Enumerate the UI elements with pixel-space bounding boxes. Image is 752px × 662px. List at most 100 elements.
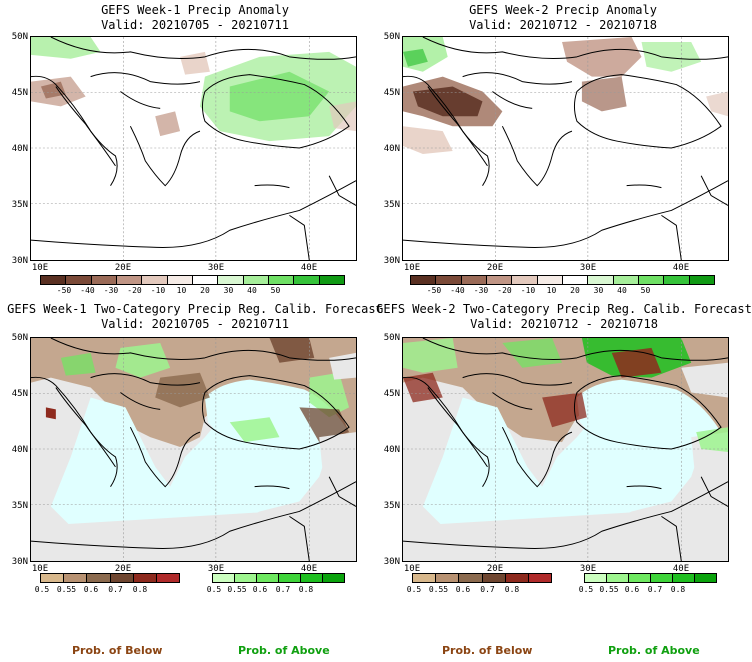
panel-4-above-colorbar xyxy=(584,573,717,583)
footer-prob-below-left: Prob. of Below xyxy=(72,644,163,657)
panel-2-title-line2: Valid: 20210712 - 20210718 xyxy=(469,18,657,32)
panel-1-anomaly-colorbar-swatch xyxy=(142,276,168,284)
panel-1-anomaly-colorbar-swatch xyxy=(294,276,320,284)
panel-2-gridlines xyxy=(403,37,728,260)
colorbar-tick-label: -10 xyxy=(150,286,166,295)
panel-3-lat-35n: 35N xyxy=(11,501,28,511)
panel-1-title-line2: Valid: 20210705 - 20210711 xyxy=(101,18,289,32)
colorbar-tick-label: -30 xyxy=(473,286,489,295)
panel-3-coastlines xyxy=(31,338,356,561)
panel-3-above-colorbar-swatch xyxy=(235,574,257,582)
colorbar-tick-label: -20 xyxy=(497,286,512,295)
panel-2-coastlines xyxy=(403,37,728,260)
panel-4-lon-40e: 40E xyxy=(672,564,690,574)
panel-3-above-colorbar-swatch xyxy=(213,574,235,582)
panel-1-anomaly-colorbar-swatch xyxy=(319,276,344,284)
panel-1-anomaly-colorbar-swatch xyxy=(243,276,269,284)
panel-2-lat-45n: 45N xyxy=(383,88,400,98)
colorbar-tick-label: 40 xyxy=(617,286,627,295)
panel-3-lon-30e: 30E xyxy=(207,564,225,574)
panel-1-gridlines xyxy=(31,37,356,260)
panel-3-gridlines xyxy=(31,338,356,561)
panel-2-anomaly-colorbar-swatch xyxy=(638,276,665,284)
panel-3-above-colorbar-swatch xyxy=(301,574,323,582)
panel-3-below-colorbar-swatch xyxy=(133,574,157,582)
panel-4-probability-shading xyxy=(403,338,728,561)
panel-3-lat-40n: 40N xyxy=(11,445,28,455)
panel-4-title: GEFS Week-2 Two-Category Precip Reg. Cal… xyxy=(376,302,752,332)
panel-4-title-line1: GEFS Week-2 Two-Category Precip Reg. Cal… xyxy=(376,302,752,316)
panel-3-above-colorbar-swatch xyxy=(323,574,344,582)
panel-2-anomaly-colorbar-swatch xyxy=(689,276,714,284)
panel-4-lat-45n: 45N xyxy=(383,389,400,399)
panel-2-anomaly-colorbar-swatch xyxy=(613,276,639,284)
colorbar-tick-label: 20 xyxy=(570,286,580,295)
colorbar-tick-label: 50 xyxy=(270,286,281,295)
panel-3-lat-30n: 30N xyxy=(11,557,28,567)
panel-2-anomaly-colorbar-swatch xyxy=(588,276,614,284)
panel-3-map xyxy=(30,337,357,562)
panel-2-anomaly-colorbar-swatch xyxy=(461,276,487,284)
panel-1-anomaly-shading xyxy=(31,37,356,142)
colorbar-tick-label: 0.7 xyxy=(108,585,123,594)
panel-1-lat-50n: 50N xyxy=(11,32,28,42)
colorbar-tick-label: 0.6 xyxy=(252,585,268,594)
colorbar-tick-label: -20 xyxy=(127,286,142,295)
colorbar-tick-label: 0.6 xyxy=(624,585,640,594)
colorbar-tick-label: -50 xyxy=(426,286,442,295)
panel-1-map-svg xyxy=(31,37,356,260)
panel-3-below-colorbar-swatch xyxy=(156,574,180,582)
colorbar-tick-label: 0.6 xyxy=(83,585,99,594)
panel-4-coastlines xyxy=(403,338,728,561)
footer-prob-above-right: Prob. of Above xyxy=(608,644,700,657)
panel-4-below-colorbar-swatch xyxy=(436,574,460,582)
colorbar-tick-label: -40 xyxy=(80,286,95,295)
colorbar-tick-label: 0.5 xyxy=(34,585,50,594)
panel-2-anomaly-colorbar xyxy=(410,275,715,285)
colorbar-tick-label: -30 xyxy=(103,286,119,295)
panel-4-lat-30n: 30N xyxy=(383,557,400,567)
panel-2-lat-35n: 35N xyxy=(383,200,400,210)
panel-3-lon-40e: 40E xyxy=(300,564,318,574)
colorbar-tick-label: 0.7 xyxy=(647,585,663,594)
colorbar-tick-label: 0.5 xyxy=(206,585,222,594)
panel-2-lat-40n: 40N xyxy=(383,144,400,154)
colorbar-tick-label: 30 xyxy=(593,286,604,295)
panel-1-anomaly-colorbar-swatch xyxy=(41,276,67,284)
panel-1-lat-45n: 45N xyxy=(11,88,28,98)
colorbar-tick-label: 0.8 xyxy=(670,585,686,594)
panel-1-lon-20e: 20E xyxy=(114,263,132,273)
colorbar-tick-label: 40 xyxy=(247,286,257,295)
panel-1-coastlines xyxy=(31,37,356,260)
footer-prob-above-left: Prob. of Above xyxy=(238,644,330,657)
panel-3-lon-20e: 20E xyxy=(114,564,132,574)
colorbar-tick-label: 0.55 xyxy=(428,585,449,594)
colorbar-tick-label: 0.55 xyxy=(56,585,77,594)
colorbar-tick-label: 0.5 xyxy=(578,585,594,594)
panel-1-title: GEFS Week-1 Precip Anomaly Valid: 202107… xyxy=(30,3,360,33)
panel-2-lon-30e: 30E xyxy=(579,263,597,273)
colorbar-tick-label: 20 xyxy=(200,286,210,295)
panel-1-anomaly-colorbar-swatch xyxy=(268,276,295,284)
panel-1-lon-30e: 30E xyxy=(207,263,225,273)
panel-3-above-colorbar-swatch xyxy=(257,574,279,582)
panel-4-below-colorbar-swatch xyxy=(413,574,437,582)
panel-3-below-colorbar-swatch xyxy=(110,574,134,582)
panel-4-above-colorbar-swatch xyxy=(673,574,695,582)
panel-4-below-colorbar-swatch xyxy=(459,574,483,582)
panel-3-title: GEFS Week-1 Two-Category Precip Reg. Cal… xyxy=(0,302,390,332)
panel-1-anomaly-colorbar xyxy=(40,275,345,285)
colorbar-tick-label: 0.55 xyxy=(599,585,619,594)
panel-4-below-colorbar-swatch xyxy=(482,574,506,582)
panel-2-lon-20e: 20E xyxy=(486,263,504,273)
colorbar-tick-label: 0.8 xyxy=(132,585,148,594)
panel-2-lat-50n: 50N xyxy=(383,32,400,42)
panel-2-anomaly-colorbar-swatch xyxy=(436,276,462,284)
panel-1-lat-30n: 30N xyxy=(11,256,28,266)
panel-1-lat-40n: 40N xyxy=(11,144,28,154)
panel-4-above-colorbar-swatch xyxy=(585,574,607,582)
panel-2-map xyxy=(402,36,729,261)
panel-3-above-colorbar xyxy=(212,573,345,583)
panel-2-anomaly-colorbar-swatch xyxy=(562,276,589,284)
panel-1-anomaly-colorbar-swatch xyxy=(66,276,92,284)
